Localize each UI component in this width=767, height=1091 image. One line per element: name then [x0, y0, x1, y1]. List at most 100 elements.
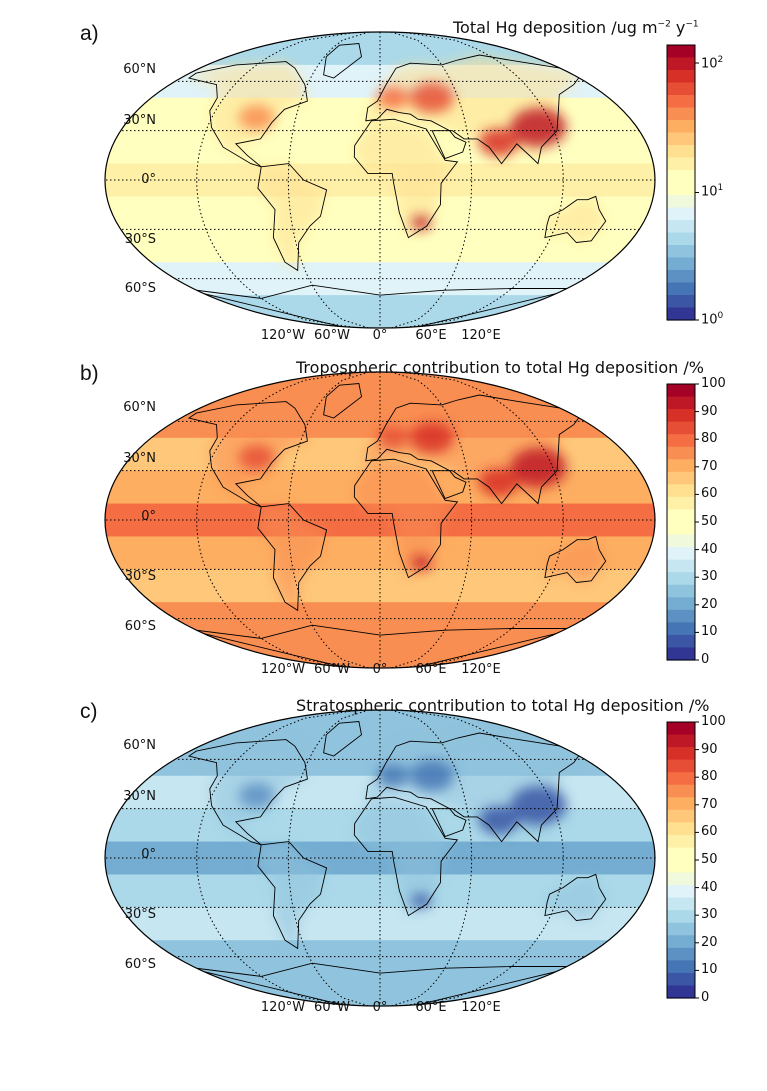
lon-label-0: 0° — [372, 1000, 388, 1015]
colorbar-segment — [667, 985, 695, 999]
colorbar-segment — [667, 282, 695, 296]
colorbar-segment — [667, 747, 695, 761]
colorbar-frame — [666, 44, 696, 321]
colorbar-tick-label: 60 — [701, 486, 718, 502]
panel-letter: a) — [80, 22, 99, 45]
lon-label-0: 0° — [372, 328, 388, 343]
colorbar-tick-label: 100 — [701, 376, 726, 391]
colorbar-segment — [667, 647, 695, 661]
colorbar-segment — [667, 107, 695, 121]
lat-label-60n: 60°N — [123, 738, 156, 753]
lat-label-60n: 60°N — [123, 400, 156, 415]
map-field — [105, 32, 655, 328]
colorbar-segment — [667, 45, 695, 59]
panel-title: Tropospheric contribution to total Hg de… — [296, 358, 704, 377]
colorbar-segment — [667, 434, 695, 448]
colorbar-tick-label: 10 — [701, 962, 718, 978]
colorbar-segment — [667, 157, 695, 171]
colorbar-tick-label: 50 — [701, 514, 718, 529]
colorbar-segment — [667, 547, 695, 561]
panel-tropospheric-contribution: b) Tropospheric contribution to total Hg… — [0, 340, 767, 680]
colorbar-segment — [667, 885, 695, 899]
colorbar-segment — [667, 409, 695, 423]
colorbar-tick-label: 40 — [701, 541, 718, 557]
lat-label-30s: 30°S — [124, 232, 156, 247]
panel-letter: b) — [80, 362, 99, 385]
panel-title: Stratospheric contribution to total Hg d… — [296, 696, 710, 715]
colorbar-segment — [667, 809, 695, 823]
colorbar-segment — [667, 295, 695, 309]
colorbar-segment — [667, 522, 695, 536]
colorbar-segment — [667, 834, 695, 849]
colorbar-segment — [667, 597, 695, 611]
colorbar-segment — [667, 734, 695, 748]
colorbar-segment — [667, 182, 695, 196]
colorbar-segment — [667, 860, 695, 874]
colorbar-segment — [667, 634, 695, 649]
colorbar-segment — [667, 307, 695, 321]
colorbar-segment — [667, 471, 695, 485]
lat-label-60s: 60°S — [124, 281, 156, 296]
colorbar-segment — [667, 922, 695, 936]
map-svg-b — [104, 371, 699, 669]
lon-label-120w: 120°W — [260, 1000, 306, 1015]
colorbar-segment — [667, 195, 695, 209]
colorbar-segment — [667, 232, 695, 246]
colorbar-segment — [667, 935, 695, 949]
map-outline — [104, 709, 656, 1007]
colorbar-tick: 101 — [701, 183, 724, 200]
colorbar-segment — [667, 772, 695, 786]
colorbar-segment — [667, 170, 695, 184]
colorbar-segment — [667, 622, 695, 636]
lon-label-120e: 120°E — [461, 1000, 501, 1015]
lon-label-120e: 120°E — [461, 328, 501, 343]
panel-letter: c) — [80, 700, 98, 723]
colorbar-tick-label: 20 — [701, 934, 718, 950]
colorbar-segment — [667, 132, 695, 146]
colorbar-tick-label: 70 — [701, 796, 718, 812]
colorbar-segment — [667, 145, 695, 159]
colorbar-segment — [667, 722, 695, 736]
coastlines — [182, 721, 607, 1006]
map-outline — [104, 31, 656, 329]
colorbar-tick-label: 90 — [701, 741, 718, 757]
colorbar-segment — [667, 57, 695, 71]
colorbar-segment — [667, 947, 695, 961]
map-field — [105, 372, 655, 668]
map-svg-a — [104, 31, 699, 329]
colorbar-tick-label: 70 — [701, 458, 718, 474]
lon-label-60w: 60°W — [314, 1000, 350, 1015]
colorbar-segment — [667, 784, 695, 798]
coastlines — [182, 383, 607, 668]
colorbar-tick: 102 — [701, 55, 724, 72]
colorbar-tick-label: 50 — [701, 852, 718, 867]
lon-label-60w: 60°W — [314, 328, 350, 343]
colorbar-tick-label: 90 — [701, 403, 718, 419]
lon-label-60e: 60°E — [415, 662, 447, 677]
colorbar-tick-label: 80 — [701, 769, 718, 785]
colorbar-segment — [667, 220, 695, 234]
colorbar-segment — [667, 584, 695, 598]
colorbar-segment — [667, 897, 695, 911]
colorbar-segment — [667, 872, 695, 886]
colorbar-tick-label: 0 — [701, 990, 710, 1005]
lat-label-eq: 0° — [141, 509, 156, 524]
colorbar-segment — [667, 759, 695, 773]
lat-label-eq: 0° — [141, 847, 156, 862]
colorbar-segment — [667, 70, 695, 84]
lat-label-30n: 30°N — [123, 451, 156, 466]
lat-label-eq: 0° — [141, 172, 156, 187]
map-field — [105, 710, 655, 1006]
lat-label-60s: 60°S — [124, 957, 156, 972]
colorbar-tick-label: 40 — [701, 879, 718, 895]
colorbar-tick-label: 60 — [701, 824, 718, 840]
colorbar-segment — [667, 572, 695, 586]
lon-label-60e: 60°E — [415, 1000, 447, 1015]
colorbar-tick-label: 30 — [701, 907, 718, 923]
lon-label-120w: 120°W — [260, 662, 306, 677]
colorbar-tick-label: 10 — [701, 624, 718, 640]
lat-label-60s: 60°S — [124, 619, 156, 634]
colorbar-segment — [667, 797, 695, 811]
colorbar-segment — [667, 257, 695, 271]
colorbar-segment — [667, 396, 695, 410]
